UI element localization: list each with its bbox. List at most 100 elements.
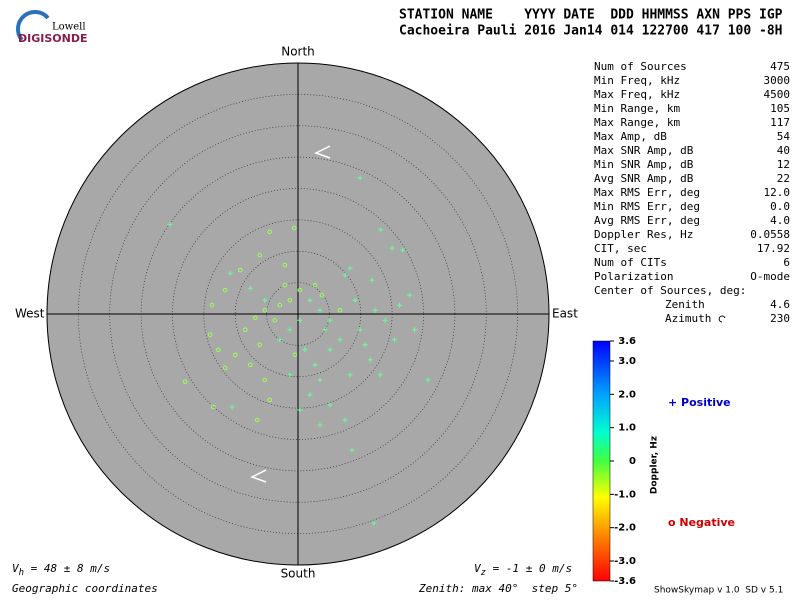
colorbar-tick-label: 3.6 [618, 336, 636, 347]
vh-symbol: V [12, 562, 20, 575]
source-negative [262, 307, 268, 313]
source-negative [222, 365, 228, 371]
stat-value: O-mode [750, 270, 790, 283]
source-positive [337, 337, 343, 343]
colorbar-tick-label: 3.0 [618, 356, 636, 367]
vh-text: Vh = 48 ± 8 m/s [12, 562, 110, 578]
stat-label: Num of CITs [594, 256, 667, 269]
stat-label: Num of Sources [594, 60, 687, 73]
stat-label: Polarization [594, 270, 673, 283]
colorbar-tick-label: 2.0 [618, 389, 636, 400]
source-positive [317, 307, 323, 313]
stat-value: 117 [770, 116, 790, 129]
source-positive [362, 342, 368, 348]
vz-text: Vz = -1 ± 0 m/s [474, 562, 572, 578]
legend-negative: o Negative [668, 516, 735, 529]
source-positive [277, 337, 283, 343]
stat-label: Min SNR Amp, dB [594, 158, 694, 171]
source-negative [292, 352, 298, 358]
source-negative [222, 287, 228, 293]
source-positive [412, 327, 418, 333]
source-positive [357, 327, 363, 333]
source-positive [349, 447, 355, 453]
source-positive [297, 317, 303, 323]
source-negative [248, 362, 253, 368]
stat-label: Max Amp, dB [594, 130, 667, 143]
source-positive [382, 317, 388, 323]
source-negative [216, 347, 221, 353]
colorbar-tick-label: -1.0 [614, 489, 636, 500]
source-negative [237, 267, 243, 273]
stat-label: Azimuth [665, 312, 711, 325]
source-positive [397, 302, 403, 308]
stat-label: Avg SNR Amp, dB [594, 172, 694, 185]
source-negative [319, 292, 325, 298]
source-positive [322, 327, 328, 333]
colorbar-tick-label: 0 [629, 456, 636, 467]
source-positive [378, 227, 384, 233]
stat-label: CIT, sec [594, 242, 647, 255]
stat-value: 22 [777, 172, 790, 185]
version-text: ShowSkymap v 1.0 SD v 5.1 [654, 586, 783, 596]
source-negative [254, 417, 260, 423]
source-negative [312, 282, 318, 288]
stat-label: Doppler Res, Hz [594, 228, 693, 241]
stat-label: Max SNR Amp, dB [594, 144, 694, 157]
colorbar-tick-label: -2.0 [614, 523, 636, 534]
colorbar [592, 340, 611, 582]
vh-subscript: h [19, 568, 24, 578]
source-positive [347, 372, 353, 378]
stat-label: Min Freq, kHz [594, 74, 680, 87]
chevron [314, 145, 331, 159]
source-positive [389, 245, 395, 251]
stat-label: Max RMS Err, deg [594, 186, 700, 199]
source-negative [287, 297, 293, 303]
stat-value: 40 [777, 144, 790, 157]
source-negative [282, 262, 288, 268]
source-negative [207, 332, 213, 338]
stat-value: 6 [783, 256, 790, 269]
source-positive [352, 297, 358, 303]
stat-value: 17.92 [757, 242, 790, 255]
stat-value: 3000 [764, 74, 791, 87]
stat-label: Min Range, km [594, 102, 680, 115]
source-positive [297, 407, 303, 413]
stat-value: 12.0 [764, 186, 791, 199]
source-positive [392, 337, 398, 343]
source-negative [282, 282, 288, 288]
source-positive [317, 377, 323, 383]
stat-value: 475 [770, 60, 790, 73]
stat-value: 12 [777, 158, 790, 171]
stat-label: Max Range, km [594, 116, 680, 129]
source-negative [262, 377, 268, 383]
source-positive [327, 317, 333, 323]
header-line: STATION NAME YYYY DATE DDD HHMMSS AXN PP… [399, 8, 783, 23]
logo-bottom: DIGISONDE [18, 32, 87, 45]
source-positive [317, 422, 323, 428]
compass-label: South [281, 567, 316, 581]
vz-symbol: V [474, 562, 482, 575]
colorbar-tick-label: -3.0 [614, 556, 636, 567]
stat-value: 230 [770, 312, 790, 325]
stat-value: 4.6 [770, 298, 790, 311]
stat-label: Max Freq, kHz [594, 88, 680, 101]
source-positive [377, 372, 383, 378]
colorbar-tick-label: -3.6 [614, 576, 636, 587]
source-negative [242, 327, 248, 332]
chevron [250, 469, 267, 483]
source-negative [291, 225, 297, 231]
compass-label: West [15, 307, 45, 321]
stat-label: Avg RMS Err, deg [594, 214, 700, 227]
source-positive [357, 175, 363, 181]
source-positive [400, 247, 406, 253]
source-positive [229, 404, 235, 410]
center-heading: Center of Sources, deg: [594, 284, 746, 297]
source-positive [287, 327, 293, 333]
source-positive [307, 392, 313, 398]
source-negative [209, 302, 215, 308]
source-negative [297, 287, 303, 293]
source-positive [247, 285, 253, 291]
source-negative [257, 342, 263, 348]
source-positive [287, 372, 293, 378]
vz-subscript: z [481, 568, 486, 578]
